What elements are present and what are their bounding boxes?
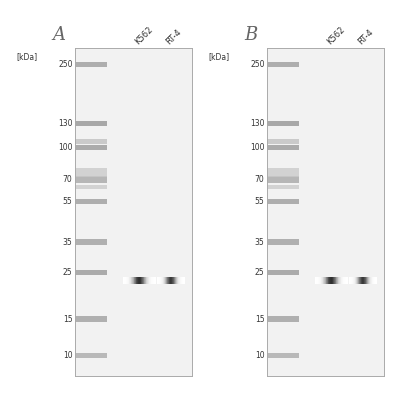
Text: [kDa]: [kDa] xyxy=(16,52,37,61)
Text: 25: 25 xyxy=(255,268,264,277)
Text: 10: 10 xyxy=(63,351,72,360)
Text: 100: 100 xyxy=(250,143,264,152)
Text: 35: 35 xyxy=(63,238,72,247)
Text: RT-4: RT-4 xyxy=(164,27,184,46)
Text: 250: 250 xyxy=(250,60,264,69)
Text: 15: 15 xyxy=(63,314,72,324)
Text: 250: 250 xyxy=(58,60,72,69)
Text: K562: K562 xyxy=(133,24,154,46)
Text: 70: 70 xyxy=(255,175,264,184)
Text: 130: 130 xyxy=(58,119,72,128)
Text: RT-4: RT-4 xyxy=(356,27,376,46)
Text: A: A xyxy=(52,26,65,44)
Text: 70: 70 xyxy=(63,175,72,184)
Text: 25: 25 xyxy=(63,268,72,277)
Text: 130: 130 xyxy=(250,119,264,128)
Text: 15: 15 xyxy=(255,314,264,324)
Text: [kDa]: [kDa] xyxy=(208,52,229,61)
Text: 35: 35 xyxy=(255,238,264,247)
Text: 100: 100 xyxy=(58,143,72,152)
Text: 55: 55 xyxy=(255,197,264,206)
Text: K562: K562 xyxy=(325,24,346,46)
Text: B: B xyxy=(244,26,257,44)
Text: 55: 55 xyxy=(63,197,72,206)
Text: 10: 10 xyxy=(255,351,264,360)
